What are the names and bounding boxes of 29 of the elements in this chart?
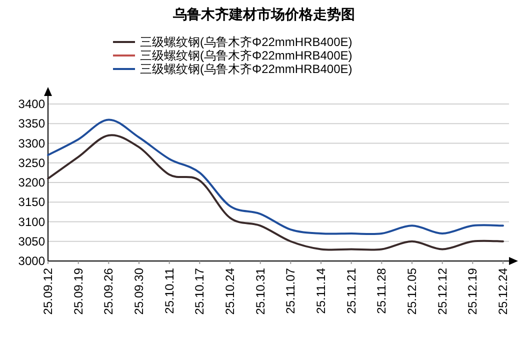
y-tick-label: 3300 bbox=[18, 136, 46, 150]
x-tick-label: 25.11.21 bbox=[344, 268, 358, 314]
y-tick-label: 3000 bbox=[18, 254, 46, 268]
x-tick-label: 25.12.05 bbox=[405, 268, 419, 315]
y-tick-label: 3400 bbox=[18, 97, 46, 111]
y-tick-label: 3250 bbox=[18, 156, 46, 170]
x-tick-label: 25.10.17 bbox=[192, 268, 207, 315]
x-tick-label: 25.11.07 bbox=[284, 268, 298, 314]
y-tick-label: 3150 bbox=[18, 195, 46, 210]
x-tick-label: 25.10.11 bbox=[162, 268, 176, 314]
y-tick-label: 3200 bbox=[18, 176, 46, 190]
x-tick-label: 25.12.19 bbox=[466, 268, 480, 315]
legend-label: 三级螺纹钢(乌鲁木齐Φ22mmHRB400E) bbox=[140, 35, 352, 49]
legend-label: 三级螺纹钢(乌鲁木齐Φ22mmHRB400E) bbox=[140, 62, 352, 76]
x-tick-label: 25.12.12 bbox=[435, 268, 450, 315]
x-tick-label: 25.09.26 bbox=[102, 268, 116, 315]
legend-label: 三级螺纹钢(乌鲁木齐Φ22mmHRB400E) bbox=[140, 48, 352, 62]
x-tick-label: 25.10.31 bbox=[253, 268, 268, 315]
y-tick-label: 3350 bbox=[18, 116, 46, 131]
x-tick-label: 25.09.19 bbox=[71, 268, 86, 315]
x-tick-label: 25.10.24 bbox=[223, 268, 237, 315]
y-tick-label: 3050 bbox=[18, 234, 46, 248]
x-tick-label: 25.09.30 bbox=[132, 268, 146, 315]
chart-title: 乌鲁木齐建材市场价格走势图 bbox=[172, 6, 355, 22]
y-tick-label: 3100 bbox=[18, 214, 46, 229]
x-tick-label: 25.09.12 bbox=[41, 268, 55, 315]
x-tick-label: 25.11.28 bbox=[374, 268, 389, 314]
x-tick-label: 25.12.24 bbox=[496, 268, 510, 315]
x-tick-label: 25.11.14 bbox=[314, 268, 328, 314]
